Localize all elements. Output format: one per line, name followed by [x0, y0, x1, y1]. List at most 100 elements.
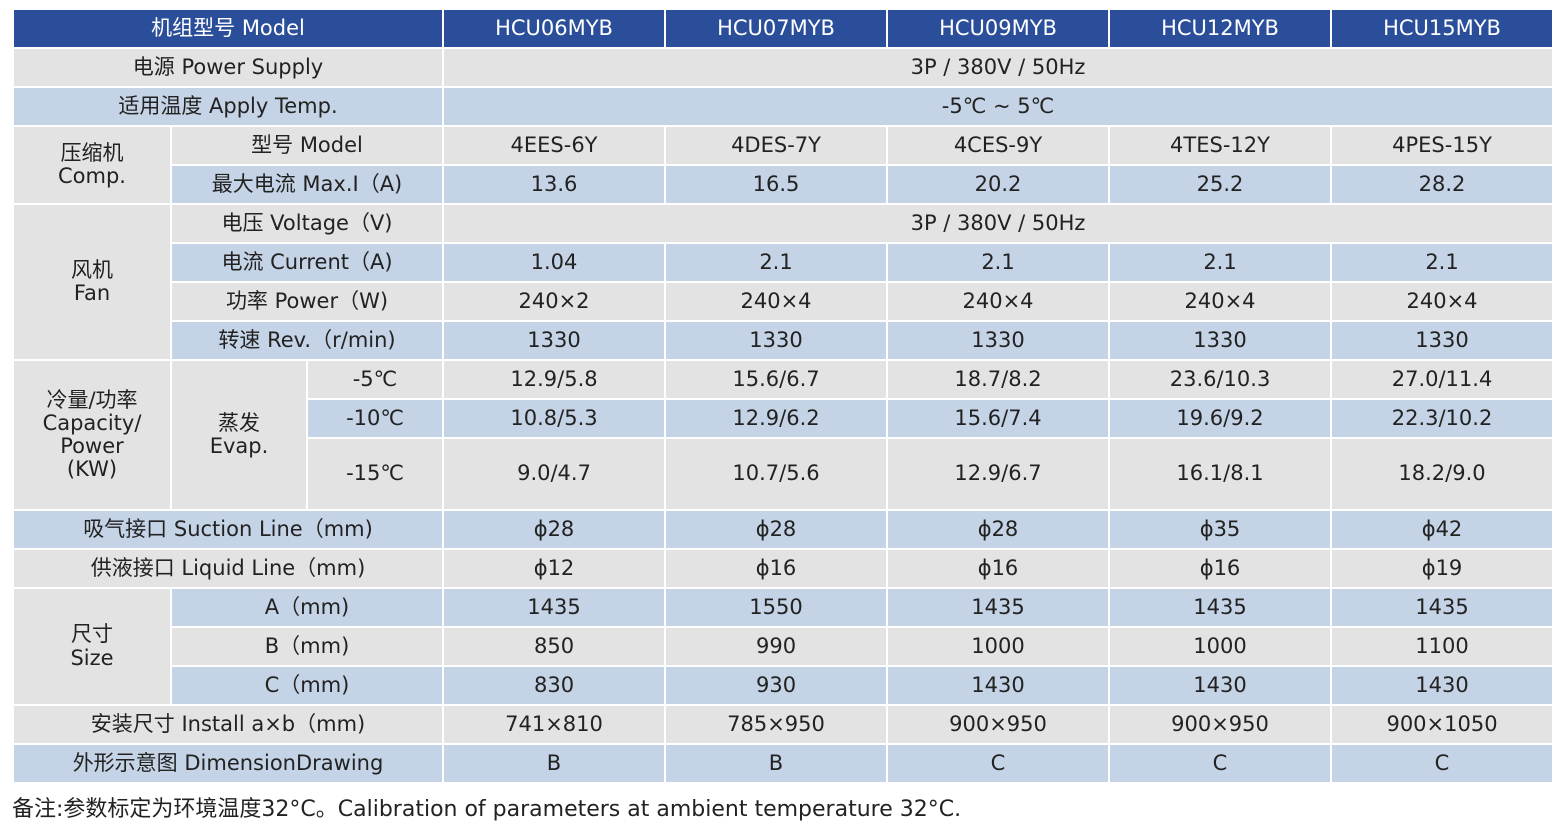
capacity-row-minus5: 冷量/功率 Capacity/ Power (KW) 蒸发 Evap. -5℃ …: [12, 359, 1555, 511]
install-value: 900×950: [1108, 704, 1333, 745]
fan-rev-value: 1330: [442, 320, 667, 361]
capacity-value: 12.9/5.8: [442, 359, 667, 400]
drawing-value: C: [1108, 743, 1333, 784]
fan-group-label-cn: 风机: [71, 257, 113, 282]
size-b-label: B（mm): [169, 626, 445, 667]
model-header-label: 机组型号 Model: [11, 8, 445, 49]
fan-current-value: 1.04: [442, 242, 667, 283]
suction-value: ϕ28: [886, 509, 1111, 550]
evap-label-cn: 蒸发: [218, 410, 260, 435]
size-c-value: 1430: [1108, 665, 1333, 706]
capacity-group-label-en2: Power: [60, 434, 124, 458]
liquid-value: ϕ16: [664, 548, 889, 589]
comp-group-label: 压缩机 Comp.: [12, 125, 172, 205]
spec-table-wrapper: 机组型号 Model HCU06MYB HCU07MYB HCU09MYB HC…: [11, 8, 1555, 784]
size-group-label: 尺寸 Size: [12, 587, 172, 706]
install-row: 安装尺寸 Install a×b（mm) 741×810 785×950 900…: [11, 704, 1555, 745]
comp-max-i-value: 25.2: [1108, 164, 1333, 205]
fan-power-row: 功率 Power（W) 240×2 240×4 240×4 240×4 240×…: [13, 281, 1555, 322]
size-b-value: 1000: [886, 626, 1111, 667]
comp-model-label: 型号 Model: [169, 125, 445, 166]
evap-temp-label: -10℃: [305, 398, 445, 439]
install-label: 安装尺寸 Install a×b（mm): [11, 704, 445, 745]
fan-group-label-en: Fan: [73, 281, 111, 305]
fan-current-label: 电流 Current（A): [169, 242, 445, 283]
install-value: 785×950: [664, 704, 889, 745]
capacity-value: 15.6/7.4: [886, 398, 1111, 439]
comp-max-i-value: 28.2: [1330, 164, 1555, 205]
fan-voltage-label: 电压 Voltage（V): [169, 203, 445, 244]
drawing-value: C: [1330, 743, 1555, 784]
apply-temp-row: 适用温度 Apply Temp. -5℃ ~ 5℃: [11, 86, 1555, 127]
comp-model-value: 4DES-7Y: [664, 125, 889, 166]
suction-row: 吸气接口 Suction Line（mm) ϕ28 ϕ28 ϕ28 ϕ35 ϕ4…: [11, 509, 1555, 550]
fan-power-value: 240×2: [442, 281, 667, 322]
capacity-value: 12.9/6.2: [664, 398, 889, 439]
fan-rev-value: 1330: [886, 320, 1111, 361]
liquid-value: ϕ12: [442, 548, 667, 589]
fan-current-value: 2.1: [664, 242, 889, 283]
apply-temp-value: -5℃ ~ 5℃: [442, 86, 1555, 127]
comp-max-i-value: 20.2: [886, 164, 1111, 205]
size-b-value: 1100: [1330, 626, 1555, 667]
fan-rev-value: 1330: [1108, 320, 1333, 361]
capacity-value: 10.8/5.3: [442, 398, 667, 439]
model-header-1: HCU06MYB: [442, 8, 667, 49]
size-a-row: 尺寸 Size A（mm) 1435 1550 1435 1435 1435: [12, 587, 1555, 706]
comp-model-value: 4CES-9Y: [886, 125, 1111, 166]
liquid-row: 供液接口 Liquid Line（mm) ϕ12 ϕ16 ϕ16 ϕ16 ϕ19: [11, 548, 1555, 589]
capacity-value: 18.2/9.0: [1330, 437, 1555, 511]
fan-rev-value: 1330: [1330, 320, 1555, 361]
size-a-value: 1550: [664, 587, 889, 628]
liquid-value: ϕ16: [886, 548, 1111, 589]
size-c-row: C（mm) 830 930 1430 1430 1430: [13, 665, 1555, 706]
size-c-value: 930: [664, 665, 889, 706]
capacity-row-minus10: -10℃ 10.8/5.3 12.9/6.2 15.6/7.4 19.6/9.2…: [13, 398, 1555, 439]
model-header-4: HCU12MYB: [1108, 8, 1333, 49]
suction-value: ϕ28: [442, 509, 667, 550]
size-b-row: B（mm) 850 990 1000 1000 1100: [13, 626, 1555, 667]
capacity-value: 16.1/8.1: [1108, 437, 1333, 511]
suction-value: ϕ42: [1330, 509, 1555, 550]
comp-model-value: 4PES-15Y: [1330, 125, 1555, 166]
size-group-label-en: Size: [70, 645, 114, 670]
drawing-value: B: [442, 743, 667, 784]
fan-rev-label: 转速 Rev.（r/min): [169, 320, 445, 361]
comp-model-value: 4EES-6Y: [442, 125, 667, 166]
size-b-value: 1000: [1108, 626, 1333, 667]
drawing-value: C: [886, 743, 1111, 784]
evap-label-en: Evap.: [209, 434, 269, 458]
capacity-value: 23.6/10.3: [1108, 359, 1333, 400]
comp-group-label-en: Comp.: [58, 164, 126, 188]
model-header-3: HCU09MYB: [886, 8, 1111, 49]
capacity-row-minus15: -15℃ 9.0/4.7 10.7/5.6 12.9/6.7 16.1/8.1 …: [13, 437, 1555, 511]
capacity-value: 10.7/5.6: [664, 437, 889, 511]
install-value: 741×810: [442, 704, 667, 745]
fan-current-value: 2.1: [1108, 242, 1333, 283]
capacity-value: 22.3/10.2: [1330, 398, 1555, 439]
capacity-value: 19.6/9.2: [1108, 398, 1333, 439]
apply-temp-label: 适用温度 Apply Temp.: [11, 86, 445, 127]
fan-power-value: 240×4: [1108, 281, 1333, 322]
size-a-value: 1435: [442, 587, 667, 628]
install-value: 900×950: [886, 704, 1111, 745]
size-group-label-cn: 尺寸: [71, 622, 113, 647]
fan-current-row: 电流 Current（A) 1.04 2.1 2.1 2.1 2.1: [13, 242, 1555, 283]
model-header-5: HCU15MYB: [1330, 8, 1555, 49]
size-b-value: 850: [442, 626, 667, 667]
comp-model-row: 压缩机 Comp. 型号 Model 4EES-6Y 4DES-7Y 4CES-…: [12, 125, 1555, 205]
model-header-2: HCU07MYB: [664, 8, 889, 49]
capacity-group-label: 冷量/功率 Capacity/ Power (KW): [12, 359, 172, 511]
fan-voltage-row: 风机 Fan 电压 Voltage（V) 3P / 380V / 50Hz: [12, 203, 1555, 361]
fan-power-value: 240×4: [1330, 281, 1555, 322]
capacity-value: 27.0/11.4: [1330, 359, 1555, 400]
comp-group-label-cn: 压缩机: [60, 140, 124, 165]
evap-label: 蒸发 Evap.: [170, 359, 308, 511]
comp-model-value: 4TES-12Y: [1108, 125, 1333, 166]
size-a-value: 1435: [1330, 587, 1555, 628]
capacity-value: 12.9/6.7: [886, 437, 1111, 511]
suction-value: ϕ28: [664, 509, 889, 550]
power-supply-value: 3P / 380V / 50Hz: [442, 47, 1555, 88]
fan-rev-row: 转速 Rev.（r/min) 1330 1330 1330 1330 1330: [13, 320, 1555, 361]
comp-max-i-row: 最大电流 Max.I（A) 13.6 16.5 20.2 25.2 28.2: [13, 164, 1555, 205]
